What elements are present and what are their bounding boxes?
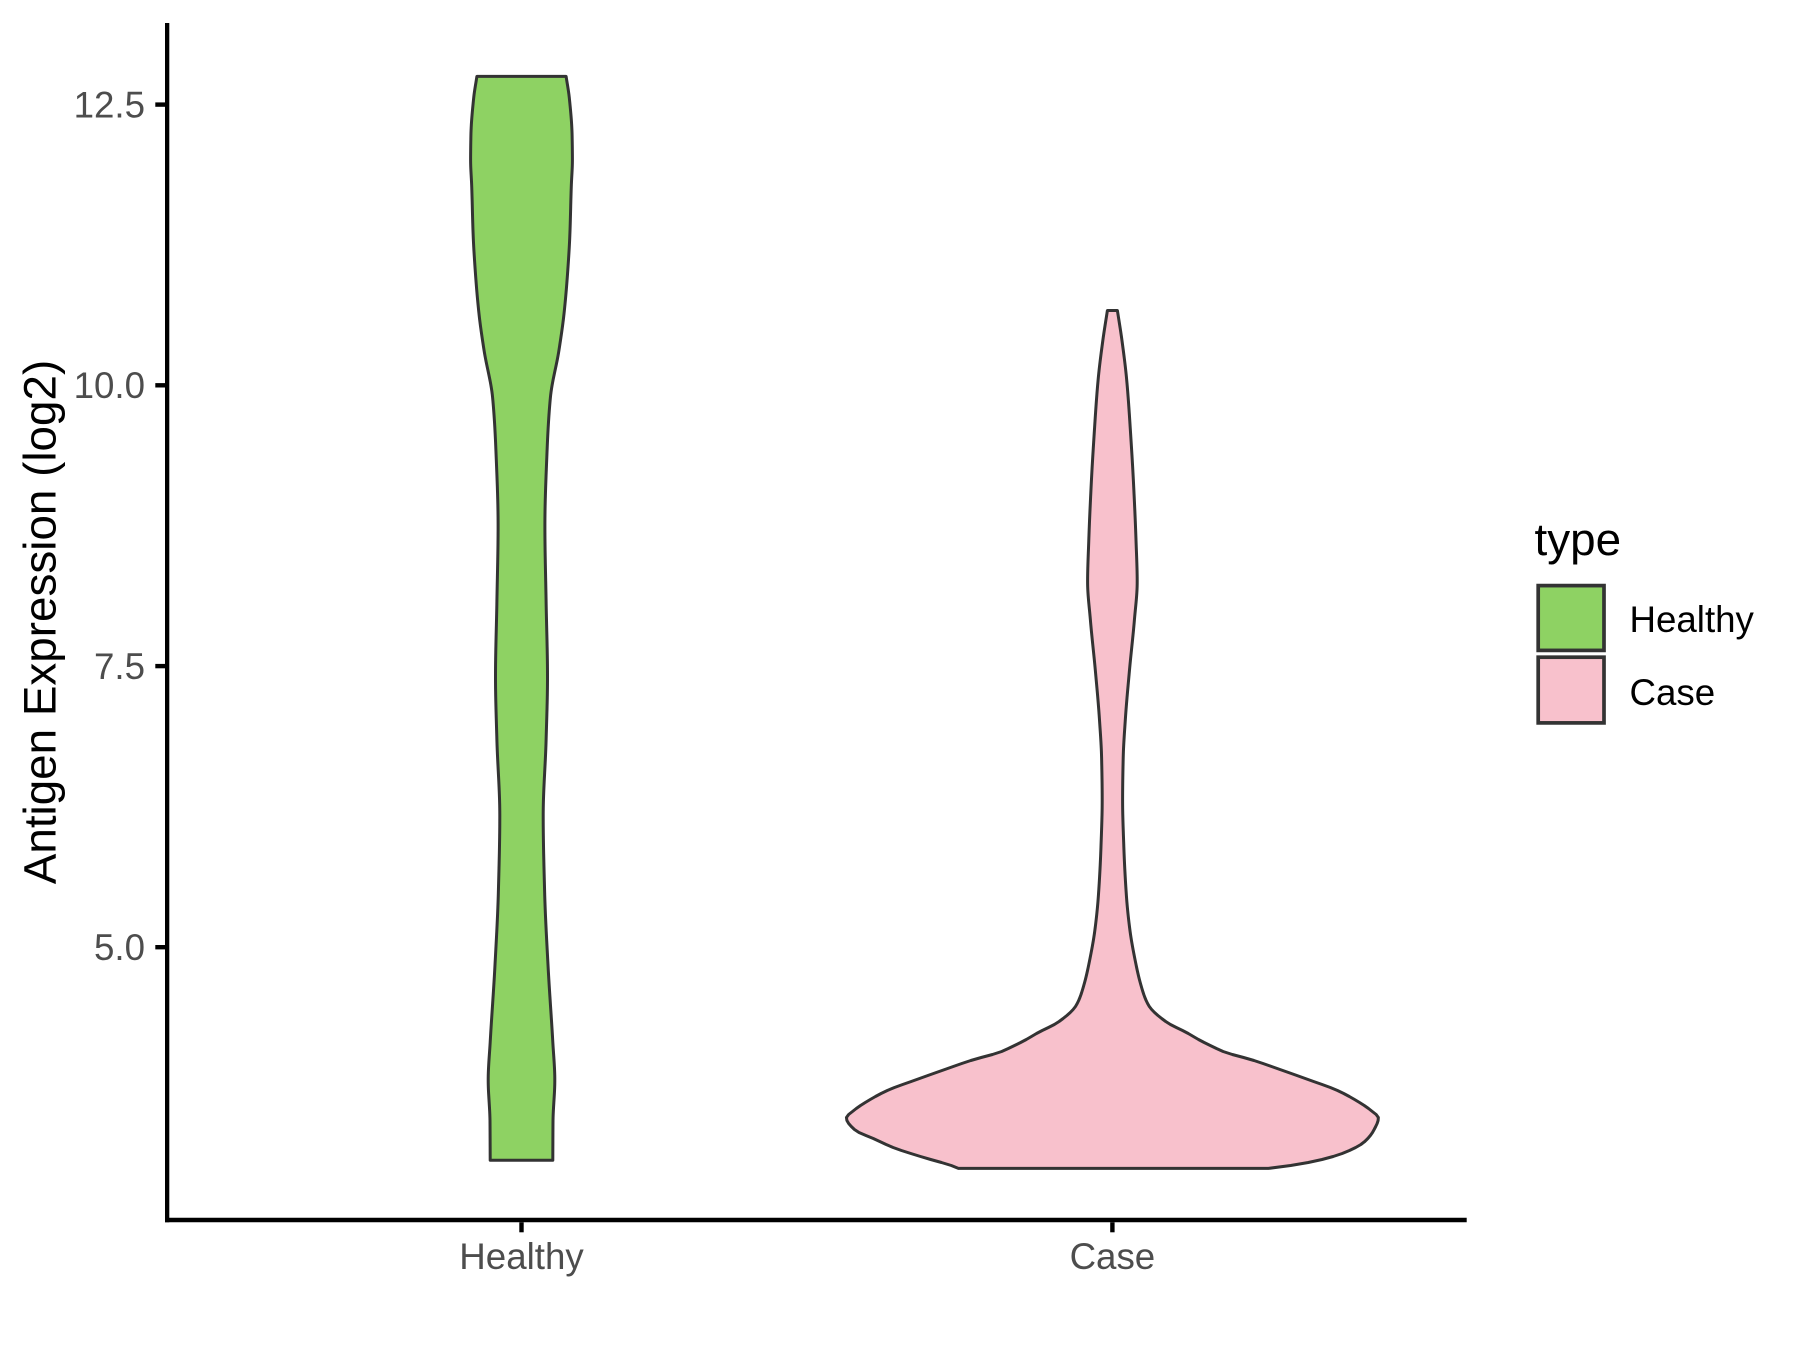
svg-text:Healthy: Healthy [459,1236,584,1277]
svg-text:Case: Case [1070,1236,1156,1277]
svg-text:Case: Case [1630,672,1716,713]
svg-text:7.5: 7.5 [94,646,145,687]
svg-text:5.0: 5.0 [94,927,145,968]
svg-text:Antigen Expression (log2): Antigen Expression (log2) [14,360,65,884]
svg-text:12.5: 12.5 [74,85,145,126]
svg-text:Healthy: Healthy [1630,599,1755,640]
svg-text:10.0: 10.0 [74,365,145,406]
svg-text:type: type [1535,514,1622,565]
